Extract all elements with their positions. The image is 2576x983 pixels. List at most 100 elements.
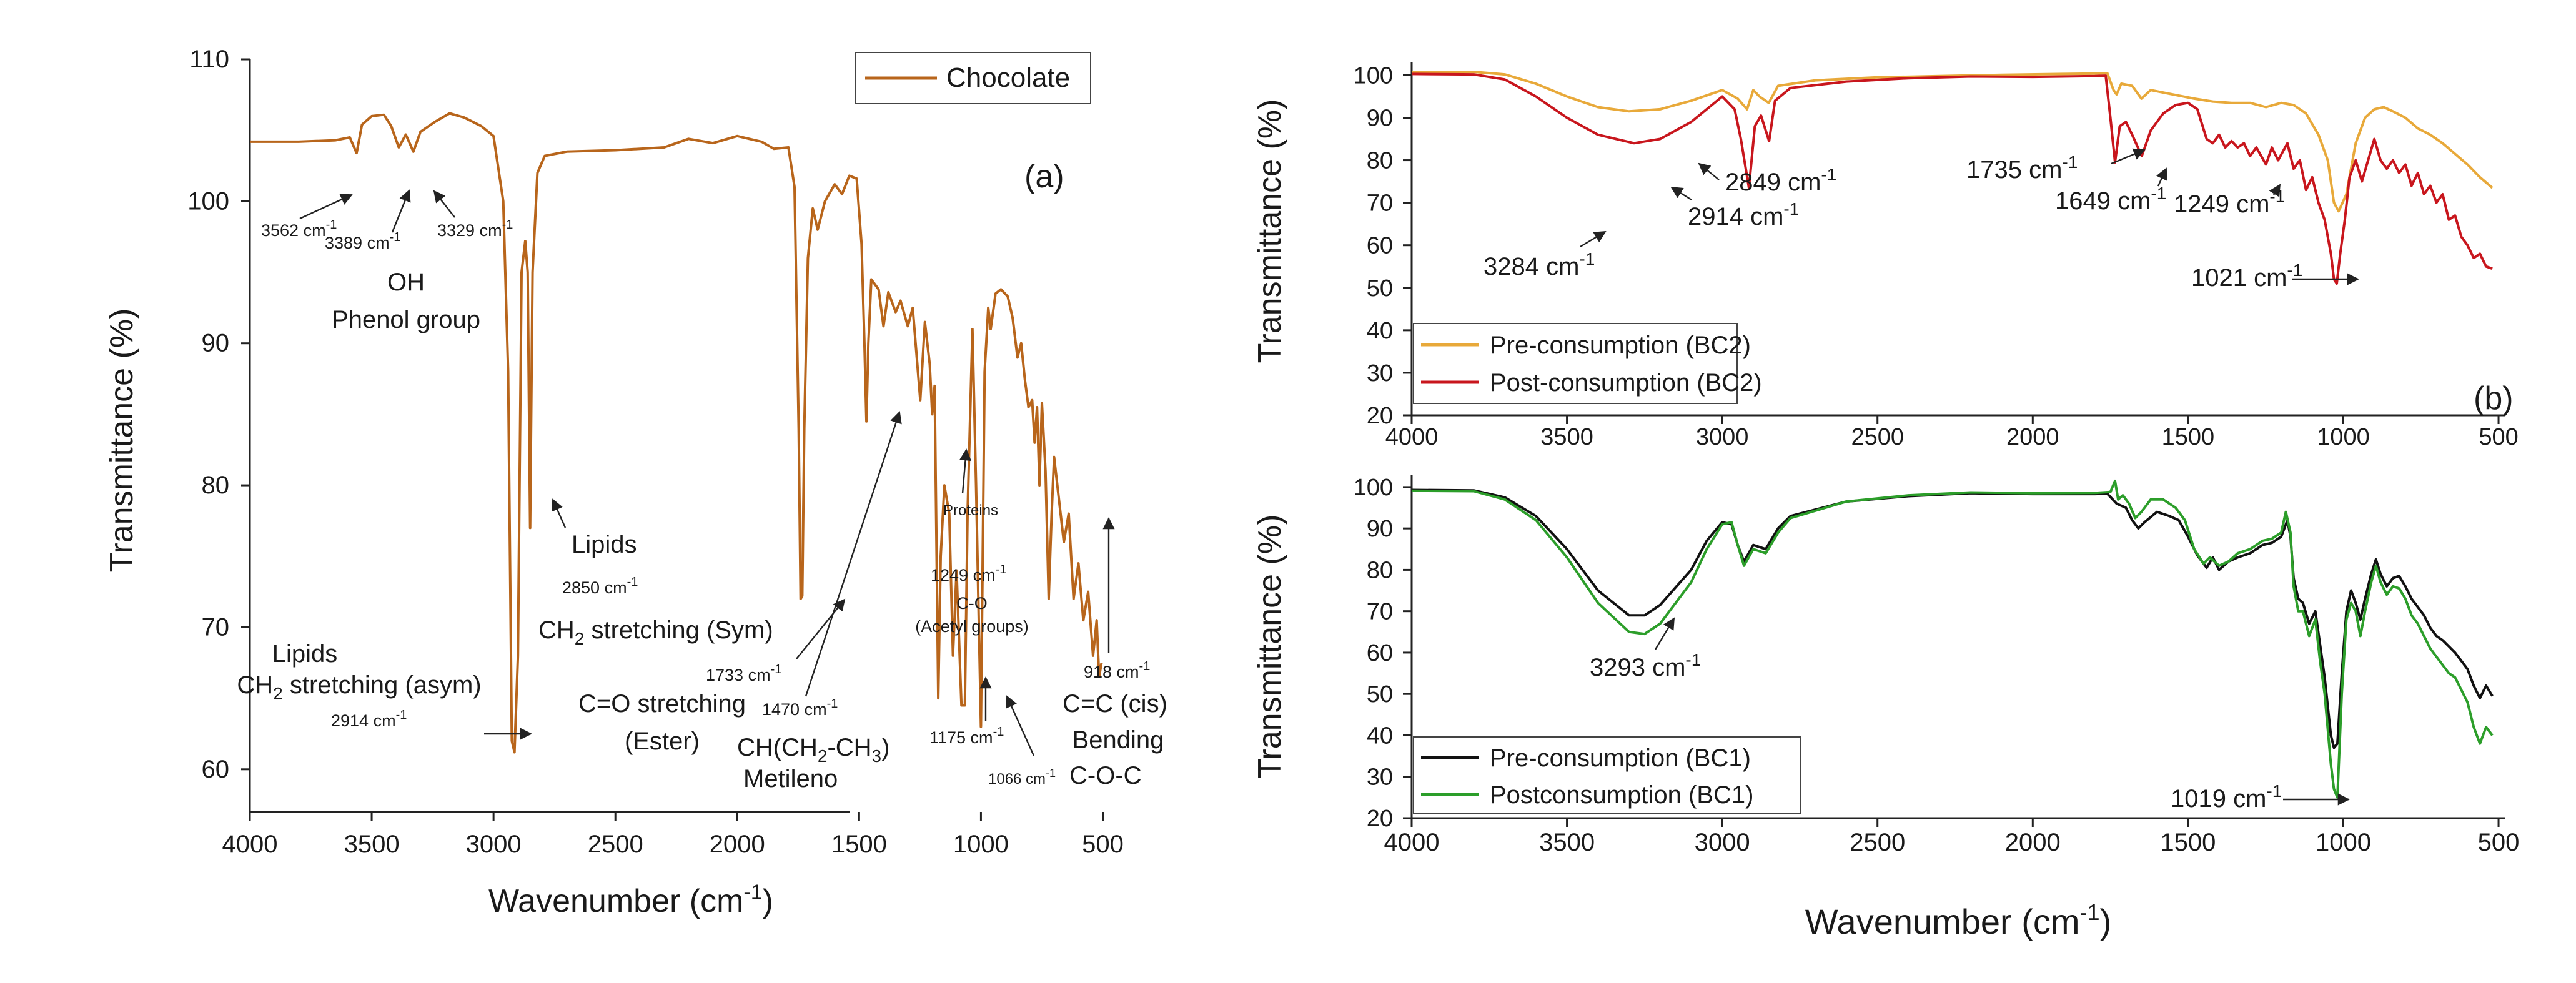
annotation-oh: OH xyxy=(387,269,425,296)
annotation-co-ester: C=O stretching xyxy=(578,690,746,718)
annotation-arrow-1249 xyxy=(2269,184,2281,197)
panel-label-a: (a) xyxy=(1024,159,1064,195)
annotation-ch2-sym: CH2 stretching (Sym) xyxy=(538,616,773,648)
x-tick-label: 2500 xyxy=(588,831,643,858)
annotation-2914: 2914 cm-1 xyxy=(331,708,407,730)
x-ticks-a: 4000 3500 3000 2500 2000 1500 1000 500 xyxy=(222,812,1124,858)
series-line-chocolate xyxy=(250,112,1103,754)
annotation-bending: Bending xyxy=(1073,726,1164,754)
x-tick-label: 1500 xyxy=(2160,829,2216,856)
y-ticks-b-top: 20 30 40 50 60 70 80 90 100 xyxy=(1354,62,1412,429)
annotation-2850: 2850 cm-1 xyxy=(562,575,638,597)
annotation-cc-cis: C=C (cis) xyxy=(1063,690,1167,718)
annotation-arrow-2914 xyxy=(1670,186,1692,201)
y-tick-label: 80 xyxy=(202,472,230,499)
annotation-3562: 3562 cm-1 xyxy=(261,218,337,240)
x-tick-label: 2500 xyxy=(1850,829,1905,856)
y-axis-title-b-top: Transmittance (%) xyxy=(1252,99,1288,363)
annotation-1249: 1249 cm-1 xyxy=(931,563,1006,585)
annotation-arrow-1733 xyxy=(796,598,846,659)
annotation-arrow-proteins xyxy=(959,448,972,494)
x-tick-label: 1000 xyxy=(2316,829,2371,856)
y-tick-label: 50 xyxy=(1367,681,1393,708)
annotation-1019: 1019 cm-1 xyxy=(2171,781,2282,813)
chart-panel-b-top: 20 30 40 50 60 70 80 90 100 4000 3500 3000 2500 2000… xyxy=(1252,62,2519,450)
annotation-arrow-1735 xyxy=(2111,148,2146,165)
annotation-arrow-2850 xyxy=(552,498,567,528)
x-tick-label: 4000 xyxy=(1385,424,1439,450)
annotation-arrow-2849 xyxy=(1698,162,1720,180)
y-tick-label: 80 xyxy=(1367,148,1393,174)
annotation-phenol-group: Phenol group xyxy=(332,306,480,333)
annotation-acetyl-groups: (Acetyl groups) xyxy=(915,617,1029,636)
x-tick-label: 1500 xyxy=(2162,424,2215,450)
x-tick-label: 1500 xyxy=(831,831,887,858)
x-tick-label: 3500 xyxy=(344,831,400,858)
annotation-1021: 1021 cm-1 xyxy=(2191,260,2302,292)
annotation-ch2-asym: CH2 stretching (asym) xyxy=(237,671,481,703)
annotation-arrow-3293 xyxy=(1654,617,1675,650)
annotation-arrow-3389 xyxy=(391,189,411,233)
y-tick-label: 50 xyxy=(1367,275,1393,302)
y-tick-label: 70 xyxy=(1367,190,1393,217)
annotation-3293: 3293 cm-1 xyxy=(1590,650,1701,681)
x-tick-label: 2000 xyxy=(2006,424,2059,450)
x-tick-label: 4000 xyxy=(1384,829,1440,856)
annotation-ester: (Ester) xyxy=(625,728,700,755)
y-axis-title-b-bottom: Transmittance (%) xyxy=(1252,515,1288,779)
y-tick-label: 90 xyxy=(1367,105,1393,131)
legend-label-pre-consumption-bc2: Pre-consumption (BC2) xyxy=(1490,332,1751,359)
y-tick-label: 60 xyxy=(202,756,230,783)
annotation-c-o-c: C-O-C xyxy=(1069,762,1142,789)
annotation-arrow-1649 xyxy=(2156,167,2167,187)
x-tick-label: 4000 xyxy=(222,831,278,858)
panel-label-b: (b) xyxy=(2474,380,2514,417)
annotation-arrow-3284 xyxy=(1580,230,1607,248)
annotation-3329: 3329 cm-1 xyxy=(437,218,513,240)
legend-label-post-consumption-bc2: Post-consumption (BC2) xyxy=(1490,369,1762,397)
y-tick-label: 90 xyxy=(202,330,230,357)
y-tick-label: 60 xyxy=(1367,640,1393,666)
y-tick-label: 90 xyxy=(1367,516,1393,542)
x-tick-label: 3000 xyxy=(466,831,522,858)
legend-label-chocolate: Chocolate xyxy=(946,62,1070,93)
x-tick-label: 1000 xyxy=(953,831,1009,858)
y-tick-label: 40 xyxy=(1367,723,1393,749)
y-tick-label: 30 xyxy=(1367,764,1393,791)
x-tick-label: 3500 xyxy=(1540,424,1593,450)
series-line-postconsumption-bc1 xyxy=(1411,479,2494,799)
x-tick-label: 3000 xyxy=(1695,829,1750,856)
annotation-proteins: Proteins xyxy=(943,502,998,519)
annotation-1733: 1733 cm-1 xyxy=(706,663,781,684)
annotation-3389: 3389 cm-1 xyxy=(325,230,400,252)
chart-panel-b-bottom: 20 30 40 50 60 70 80 90 100 4000 3500 3000 2500 2000… xyxy=(1252,475,2519,941)
y-tick-label: 20 xyxy=(1367,403,1393,429)
chart-panel-a: 60 70 80 90 100 110 4000 3500 3000 2500 2000 1500 1… xyxy=(104,46,1167,919)
annotation-lipids-asym: Lipids xyxy=(272,640,338,668)
y-tick-label: 70 xyxy=(1367,599,1393,625)
x-tick-label: 500 xyxy=(1082,831,1124,858)
annotation-1066: 1066 cm-1 xyxy=(988,767,1056,788)
annotation-1470: 1470 cm-1 xyxy=(762,697,838,719)
x-tick-label: 1000 xyxy=(2317,424,2370,450)
annotation-1175: 1175 cm-1 xyxy=(929,725,1004,747)
y-tick-label: 80 xyxy=(1367,557,1393,583)
annotation-1249-b: 1249 cm-1 xyxy=(2174,187,2285,218)
y-tick-label: 70 xyxy=(202,613,230,641)
series-line-pre-consumption-bc2 xyxy=(1412,71,2494,213)
annotation-3284: 3284 cm-1 xyxy=(1484,249,1595,280)
annotation-lipids-sym: Lipids xyxy=(572,531,637,558)
y-tick-label: 60 xyxy=(1367,233,1393,259)
annotation-metileno: Metileno xyxy=(743,765,838,793)
annotation-2914-b: 2914 cm-1 xyxy=(1688,199,1799,230)
annotation-arrow-1470 xyxy=(805,411,902,697)
legend-box-b-top xyxy=(1413,323,1738,404)
annotation-arrow-3562 xyxy=(299,194,353,220)
y-tick-label: 20 xyxy=(1367,806,1393,832)
legend-box-b-bottom xyxy=(1413,736,1801,814)
series-line-post-consumption-bc2 xyxy=(1411,72,2493,285)
y-ticks-a: 60 70 80 90 100 110 xyxy=(187,46,250,783)
y-ticks-b-bottom: 20 30 40 50 60 70 80 90 100 xyxy=(1354,475,1412,832)
x-tick-label: 500 xyxy=(2479,424,2518,450)
